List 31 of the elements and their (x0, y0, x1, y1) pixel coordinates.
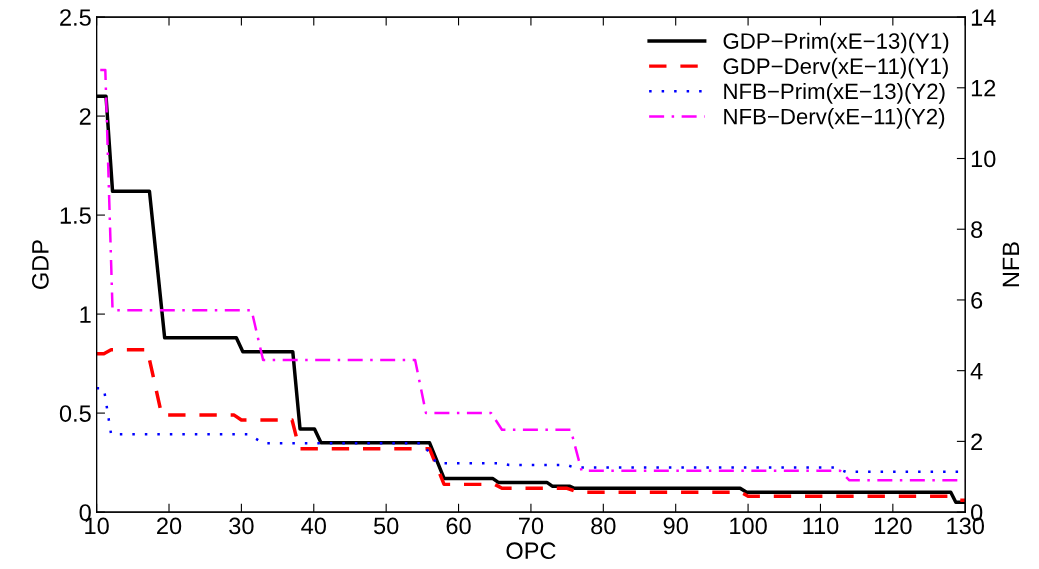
y-tick-label: 2.5 (60, 9, 91, 26)
y-tick-label: 0.5 (59, 405, 91, 422)
y-tick-label: 2 (79, 108, 91, 125)
x-tick-label: 100 (730, 517, 767, 535)
y-tick-label: 1 (80, 306, 91, 323)
y2-tick-label: 8 (971, 221, 983, 239)
x-tick-label: 50 (373, 517, 399, 535)
line-series (96, 347, 966, 502)
y2-tick-label: 2 (971, 433, 983, 450)
x-tick-label: 120 (874, 517, 912, 535)
x-tick-label: 40 (301, 517, 326, 535)
x-tick-label: 80 (591, 517, 616, 535)
legend-label: GDP−Derv(xE−11)(Y1) (723, 57, 948, 79)
y2-tick-label: 4 (970, 362, 983, 380)
y2-axis-title: NFB (1002, 242, 1020, 287)
legend-label: NFB−Derv(xE−11)(Y2) (724, 108, 945, 129)
x-axis-title: OPC (506, 542, 556, 560)
y2-tick-label: 6 (971, 292, 983, 309)
y2-tick-label: 14 (971, 9, 996, 26)
x-tick-label: 20 (157, 517, 182, 535)
x-tick-label: 90 (663, 517, 688, 535)
y-tick-label: 1.5 (60, 207, 91, 224)
x-tick-label: 70 (519, 517, 544, 535)
x-tick-label: 60 (446, 517, 471, 535)
x-tick-label: 110 (803, 517, 839, 535)
y2-tick-label: 10 (971, 150, 996, 168)
legend-label: NFB−Prim(xE−13)(Y2) (724, 82, 945, 104)
y2-tick-label: 12 (971, 79, 996, 97)
legend-label: GDP−Prim(xE−13)(Y1) (723, 32, 949, 54)
x-tick-label: 30 (229, 517, 254, 535)
y-axis-title: GDP (32, 240, 49, 289)
